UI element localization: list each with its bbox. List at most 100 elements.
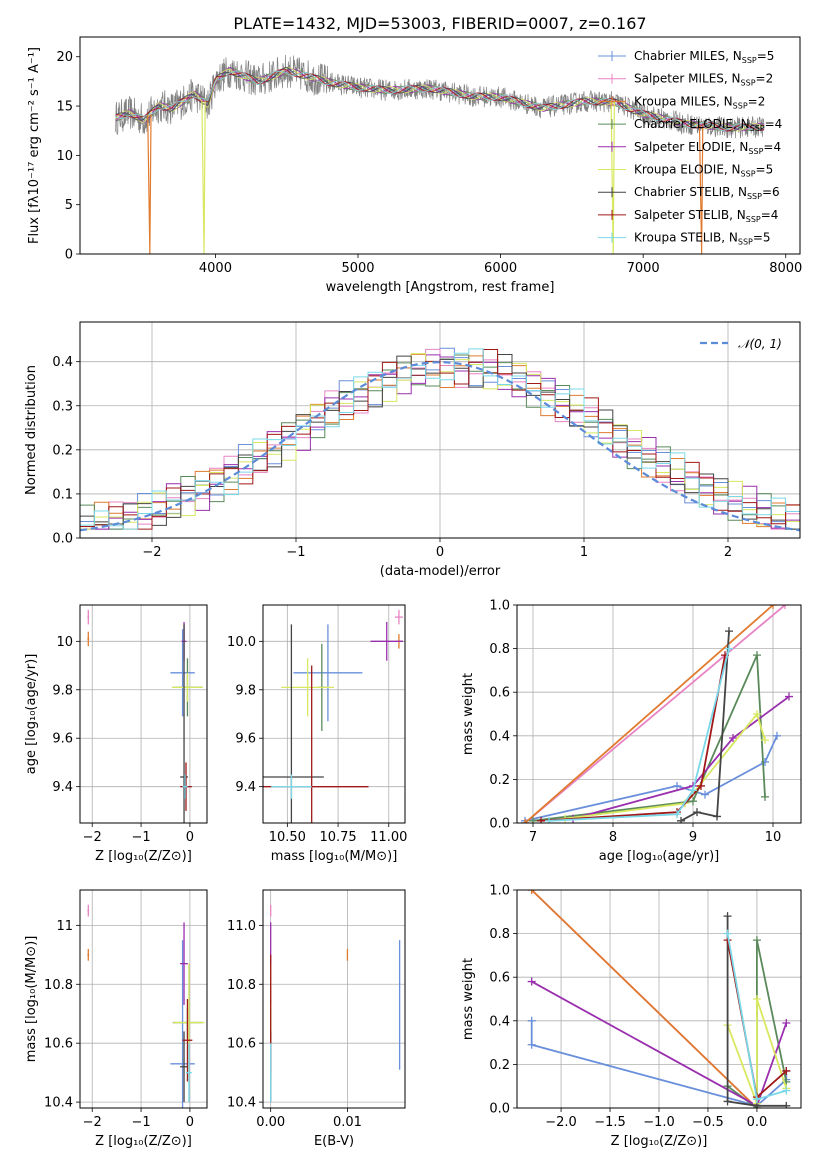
y-tick-label: 0.0 [489,817,510,832]
error-bar-point [271,774,312,799]
mass-weight-marker [781,605,789,609]
y-axis-title: mass weight [461,958,476,1040]
x-tick-label: 0 [436,545,444,560]
mass-weight-marker [761,792,769,801]
y-tick-label: 5 [65,198,73,213]
error-bar-point [180,624,188,823]
y-axis-title: mass weight [461,673,476,755]
x-tick-label: 10.50 [269,830,306,845]
mass-weight-marker [725,627,733,636]
y-tick-label: 10 [56,635,73,650]
x-tick-label: 0.01 [333,1115,362,1130]
plot-area [115,54,765,254]
mass-weight-marker [527,1016,536,1025]
mass-weight-line-chabrier-stelib [726,916,787,1107]
mass-weight-marker [545,816,553,823]
x-tick-label: −1.0 [643,1115,675,1130]
axes-frame [79,604,208,824]
plot-area [270,904,401,1103]
legend-label: Kroupa STELIB, NSSP=5 [634,231,771,247]
mass-weight-line-salpeter-elodie [572,695,790,820]
y-tick-label: 0.2 [489,1058,510,1073]
mass-weight-marker [529,816,537,823]
x-tick-label: 6000 [484,261,517,276]
mass-weight-marker [527,1040,536,1049]
x-tick-label: 10 [765,830,782,845]
plot-area [87,609,204,823]
error-bar-point [87,609,90,625]
x-tick-label: −1.5 [594,1115,626,1130]
x-axis-title: E(B-V) [314,1134,354,1149]
mass-weight-line-salpeter-miles [524,605,786,823]
error-bar-point [170,629,195,717]
mass-weight-marker [782,1066,791,1075]
axes-frame [79,36,801,255]
error-bar-point [87,631,90,647]
mass-weight-marker [753,651,761,660]
axes-frame [516,889,802,1109]
legend-label: Salpeter STELIB, NSSP=4 [634,208,778,224]
error-bar-point [87,948,90,961]
error-bar-point [180,922,188,1005]
plot-area [87,904,205,1108]
y-tick-label: 9.4 [235,780,256,795]
y-tick-label: 9.6 [52,732,73,747]
mass-weight-marker [677,816,685,823]
x-tick-label: 10.75 [319,830,356,845]
y-tick-label: 9.8 [52,683,73,698]
x-tick-label: −0.5 [692,1115,724,1130]
mass-weight-line-chabrier-stelib [680,631,730,822]
mass-weight-marker [527,890,536,894]
x-tick-label: 1 [580,545,588,560]
panel-mass-vs-extinction: 0.00 0.01 10.4 10.6 10.8 11.0 E(B-V) [227,889,406,1149]
plot-area [263,609,403,823]
x-tick-label: −2 [142,545,161,560]
error-bar-point [281,658,334,717]
error-bar-point [370,621,403,661]
mass-weight-marker [752,936,761,945]
axes-frame [262,889,406,1109]
x-axis-title: (data-model)/error [380,564,501,579]
error-bar-point [185,1043,192,1103]
x-axis-title: mass [log₁₀(M/M⊙)] [271,849,398,864]
y-tick-label: 0.1 [52,487,73,502]
y-tick-label: 0.8 [489,927,510,942]
error-bar-point [182,774,188,799]
error-bar-point [394,609,403,625]
legend-label: 𝒩(0, 1) [738,337,782,351]
panel-mass-weight-vs-age: 7 8 9 10 0.0 0.2 0.4 0.6 0.8 1.0 age [log₁₀(age/yr… [461,599,802,864]
mass-weight-marker [689,797,697,806]
y-tick-label: 10.8 [44,978,73,993]
y-tick-label: 11 [56,919,73,934]
y-tick-label: 0.2 [489,773,510,788]
mass-weight-marker [723,912,732,921]
error-bar-point [180,1031,188,1103]
y-axis-title: age [log₁₀(age/yr)] [24,654,39,775]
x-axis-title: age [log₁₀(age/yr)] [599,849,720,864]
x-tick-label: 7 [529,830,537,845]
y-tick-label: 0.4 [489,729,510,744]
residual-histogram-salpeter-elodie [80,354,800,530]
mass-weight-marker [673,781,681,790]
x-tick-label: 0.00 [256,1115,285,1130]
y-tick-label: 0.4 [52,355,73,370]
plot-area [521,605,793,823]
x-tick-label: 7000 [627,261,660,276]
mass-weight-marker [697,781,705,790]
mass-weight-marker [689,786,697,795]
mass-weight-marker [752,1095,761,1104]
mass-weight-marker [521,819,529,823]
x-axis-title: Z [log₁₀(Z/Z⊙)] [611,1134,708,1149]
legend-label: Chabrier STELIB, NSSP=6 [634,185,780,201]
error-bar-point [170,940,195,1108]
y-tick-label: 0.6 [489,686,510,701]
x-axis-title: Z [log₁₀(Z/Z⊙)] [95,1134,192,1149]
panel-mass-vs-metallicity: −2 −1 0 10.4 10.6 10.8 11 Z [log₁₀(Z/Z⊙)] mass [… [24,889,208,1149]
y-tick-label: 11.0 [227,919,256,934]
x-tick-label: 9 [689,830,697,845]
mass-weight-marker [527,977,536,986]
x-tick-label: −2.0 [545,1115,577,1130]
plot-area [80,347,800,532]
x-tick-label: 2 [724,545,732,560]
